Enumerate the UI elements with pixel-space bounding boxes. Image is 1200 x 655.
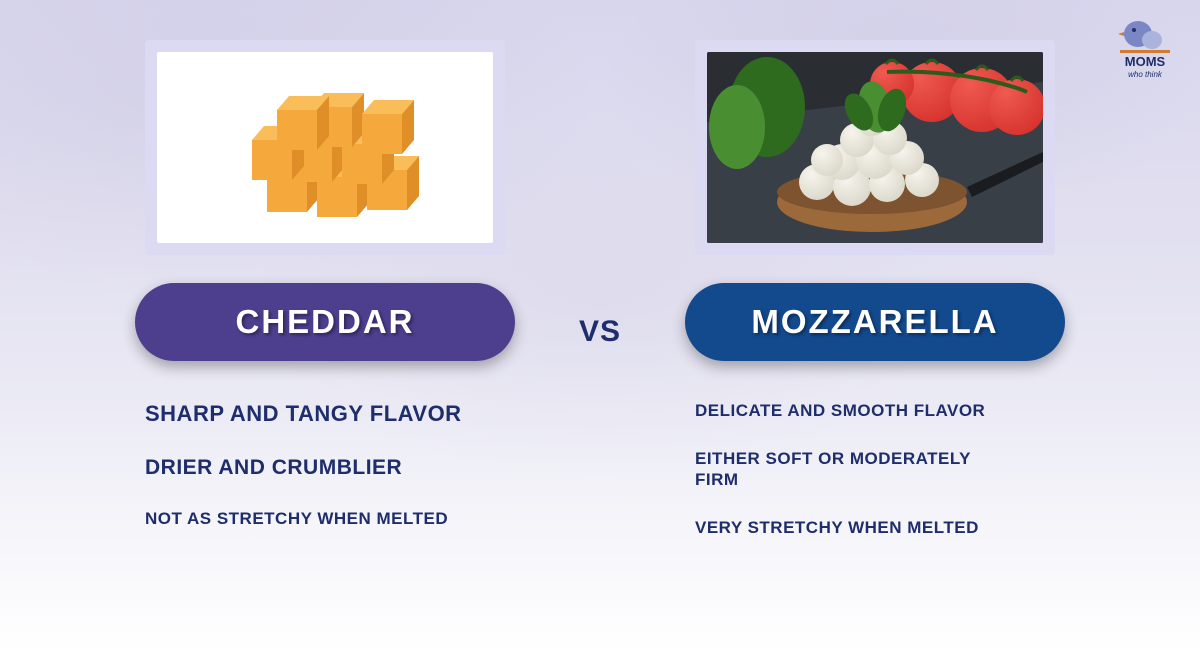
left-title: CHEDDAR	[236, 303, 415, 341]
left-title-pill: CHEDDAR	[135, 283, 515, 361]
right-image-frame	[695, 40, 1055, 255]
right-bullets: DELICATE AND SMOOTH FLAVOR EITHER SOFT OR…	[685, 401, 1065, 539]
bullet-item: EITHER SOFT OR MODERATELY FIRM	[695, 449, 1015, 490]
cheddar-image	[157, 52, 493, 243]
comparison-container: CHEDDAR SHARP AND TANGY FLAVOR DRIER AND …	[0, 0, 1200, 539]
left-bullets: SHARP AND TANGY FLAVOR DRIER AND CRUMBLIE…	[135, 401, 515, 529]
vs-separator: VS	[570, 40, 630, 349]
bullet-item: NOT AS STRETCHY WHEN MELTED	[145, 509, 515, 529]
right-column: MOZZARELLA DELICATE AND SMOOTH FLAVOR EIT…	[660, 40, 1090, 539]
right-title-pill: MOZZARELLA	[685, 283, 1065, 361]
vs-label: VS	[579, 315, 621, 349]
left-column: CHEDDAR SHARP AND TANGY FLAVOR DRIER AND …	[110, 40, 540, 529]
right-title: MOZZARELLA	[751, 303, 998, 341]
bullet-item: SHARP AND TANGY FLAVOR	[145, 401, 515, 427]
bullet-item: DELICATE AND SMOOTH FLAVOR	[695, 401, 1065, 421]
bullet-item: DRIER AND CRUMBLIER	[145, 455, 515, 480]
bullet-item: VERY STRETCHY WHEN MELTED	[695, 518, 1065, 538]
left-image-frame	[145, 40, 505, 255]
mozzarella-image	[707, 52, 1043, 243]
